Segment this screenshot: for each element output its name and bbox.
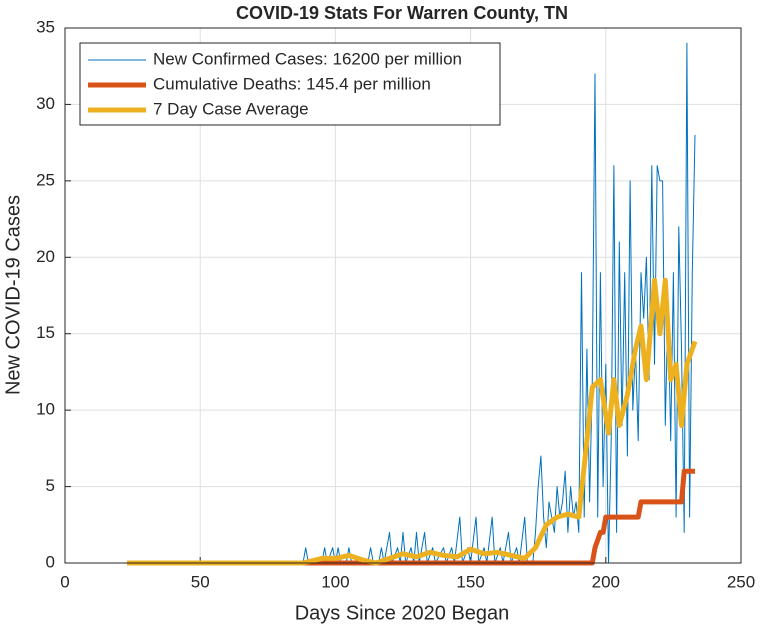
chart-title: COVID-19 Stats For Warren County, TN [236,3,568,23]
x-tick-label: 100 [321,572,349,591]
y-tick-label: 25 [36,170,55,189]
y-tick-label: 5 [46,476,55,495]
legend-label: Cumulative Deaths: 145.4 per million [153,74,431,93]
x-tick-label: 50 [191,572,210,591]
y-tick-label: 20 [36,247,55,266]
y-tick-label: 30 [36,94,55,113]
y-axis-label: New COVID-19 Cases [2,195,24,395]
series-line [127,277,698,566]
series-line [127,42,696,564]
x-tick-label: 150 [456,572,484,591]
x-axis-label: Days Since 2020 Began [295,602,510,624]
y-tick-label: 15 [36,323,55,342]
x-tick-label: 250 [727,572,755,591]
x-tick-label: 0 [60,572,69,591]
x-tick-label: 200 [592,572,620,591]
legend-label: 7 Day Case Average [153,99,309,118]
plot-frame [64,27,742,564]
y-tick-label: 10 [36,400,55,419]
y-tick-label: 0 [46,552,55,571]
legend-label: New Confirmed Cases: 16200 per million [153,49,462,68]
legend-box [79,42,501,126]
y-tick-label: 35 [36,17,55,36]
series-line [127,468,695,566]
